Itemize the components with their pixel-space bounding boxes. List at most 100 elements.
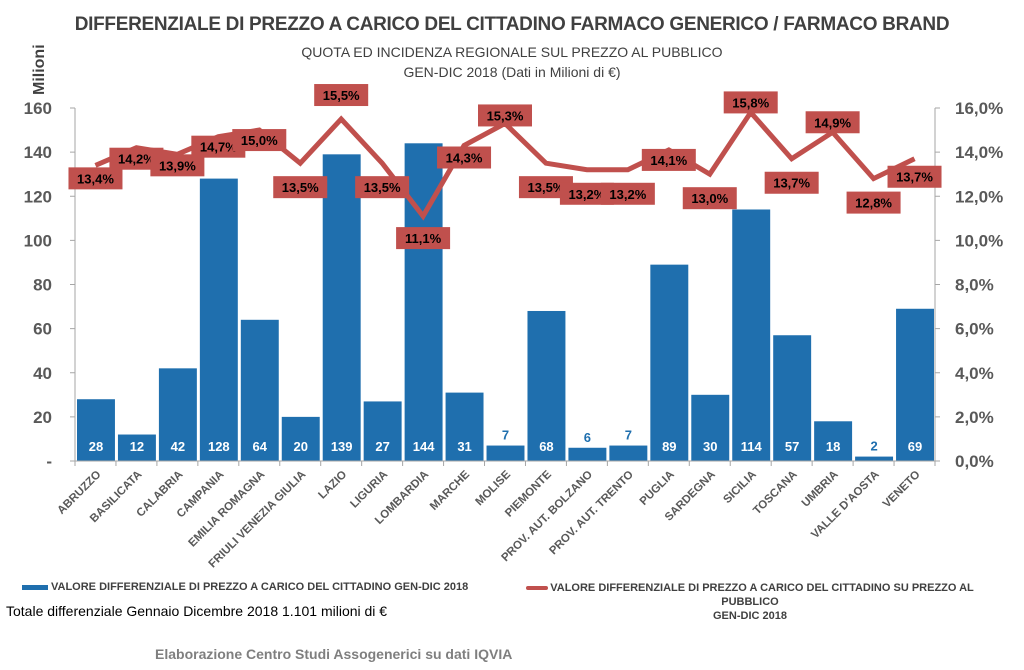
legend-bar-swatch [22,584,48,590]
line-value-label: 13,9% [150,154,205,177]
bar [773,335,812,461]
legend-line-series: VALORE DIFFERENZIALE DI PREZZO A CARICO … [505,581,995,623]
x-tick-label: VENETO [881,469,923,511]
line-label-text: 14,3% [446,151,483,166]
bar [322,154,361,462]
line-label-box [518,176,573,199]
x-tick-label: LAZIO [316,469,349,502]
line-label-box [232,129,287,152]
line-value-label: 13,2% [559,182,614,205]
x-tick-label: PROV. AUT. TRENTO [547,469,636,558]
line-label-box [437,146,492,169]
line-label-text: 14,1% [650,153,687,168]
line-value-label: 13,4% [68,167,123,190]
bar-value-label: 128 [208,439,230,454]
y2-tick-label: 16,0% [955,99,1003,118]
bar [814,421,853,461]
line-label-text: 11,1% [405,231,442,246]
bar-value-label: 18 [826,439,840,454]
bar-value-label: 6 [584,430,591,445]
line-value-label: 13,5% [518,176,573,199]
x-tick-label: EMILIA ROMAGNA [186,469,267,550]
line-label-box [805,111,860,134]
chart-title: DIFFERENZIALE DI PREZZO A CARICO DEL CIT… [74,14,950,35]
bar [896,308,934,461]
line-label-box [478,104,532,127]
x-tick-label: SICILIA [721,469,758,506]
line-label-text: 13,7% [896,170,933,185]
line-value-label: 14,1% [641,148,696,171]
x-tick-label: PUGLIA [638,469,677,508]
bar [199,178,238,461]
line-label-text: 15,0% [241,133,278,148]
bar-value-label: 7 [625,428,632,443]
line-value-label: 13,5% [273,176,328,199]
y-tick-label: - [46,452,52,471]
legend-bar-series: VALORE DIFFERENZIALE DI PREZZO A CARICO … [22,581,468,593]
line-label-box [273,176,328,199]
bar-value-label: 57 [785,439,799,454]
bar-value-label: 139 [331,439,353,454]
y-tick-label: 60 [33,320,52,339]
combo-chart: - 20 40 60 80 100 120 140 160 0,0% 2,0% 4,0% 6,0% 8,0… [24,44,1004,570]
line-label-text: 15,3% [487,108,524,123]
bar [568,447,607,461]
bar-value-label: 31 [457,439,471,454]
line-label-text: 13,4% [77,171,114,186]
y2-tick-label: 10,0% [955,231,1003,250]
bar-value-label: 12 [130,439,144,454]
x-tick-label: TOSCANA [751,469,800,518]
line-label-text: 13,5% [282,180,319,195]
line-label-box [641,148,696,171]
line-label-text: 13,7% [773,176,810,191]
bar-value-label: 30 [703,439,717,454]
line-label-text: 14,2% [118,152,155,167]
y-tick-label: 160 [24,99,52,118]
bars-layer [77,143,934,462]
y-tick-label: 140 [24,143,52,162]
bar-value-label: 20 [294,439,308,454]
line-value-label: 15,5% [314,84,369,107]
bar [527,310,566,461]
bar [363,401,402,461]
line-value-label: 15,3% [478,104,532,127]
line-label-box [764,171,819,194]
y2-tick-label: 14,0% [955,143,1003,162]
bar [158,368,197,461]
line-value-label: 15,8% [723,91,778,114]
line-label-text: 12,8% [855,196,892,211]
line-value-label: 14,3% [437,146,492,169]
line-value-label: 14,2% [109,147,164,170]
line-label-text: 13,0% [691,191,728,206]
line-value-label: 12,8% [846,191,901,214]
x-tick-label: MARCHE [428,468,472,512]
bar-value-label: 144 [413,439,435,454]
bar [281,416,320,461]
y-axis-title: Milioni [31,44,48,95]
bar-value-label: 2 [870,439,877,454]
legend-bar-label: VALORE DIFFERENZIALE DI PREZZO A CARICO … [51,581,469,593]
line-label-box [682,187,737,210]
line-label-text: 13,5% [528,180,565,195]
bar-value-label: 64 [253,439,268,454]
line-label-box [191,135,246,158]
line-label-box [559,182,614,205]
line-label-box [150,154,205,177]
line-label-box [314,84,369,107]
bar-value-label: 114 [741,439,763,454]
y2-tick-label: 2,0% [955,408,994,427]
bar [650,264,689,461]
bar [855,456,894,461]
line-label-box [109,147,164,170]
x-tick-label: UMBRIA [800,469,841,510]
bar-value-label: 28 [89,439,103,454]
source-credit: Elaborazione Centro Studi Assogenerici s… [155,646,513,662]
bar-value-label: 69 [908,439,922,454]
y2-tick-label: 8,0% [955,276,994,295]
line-label-text: 13,2% [609,187,646,202]
line-label-text: 13,5% [364,180,401,195]
line-value-label: 13,2% [600,182,655,205]
line-label-box [723,91,778,114]
line-value-label: 13,7% [887,165,942,188]
legend-line-label-period: GEN-DIC 2018 [713,610,787,622]
